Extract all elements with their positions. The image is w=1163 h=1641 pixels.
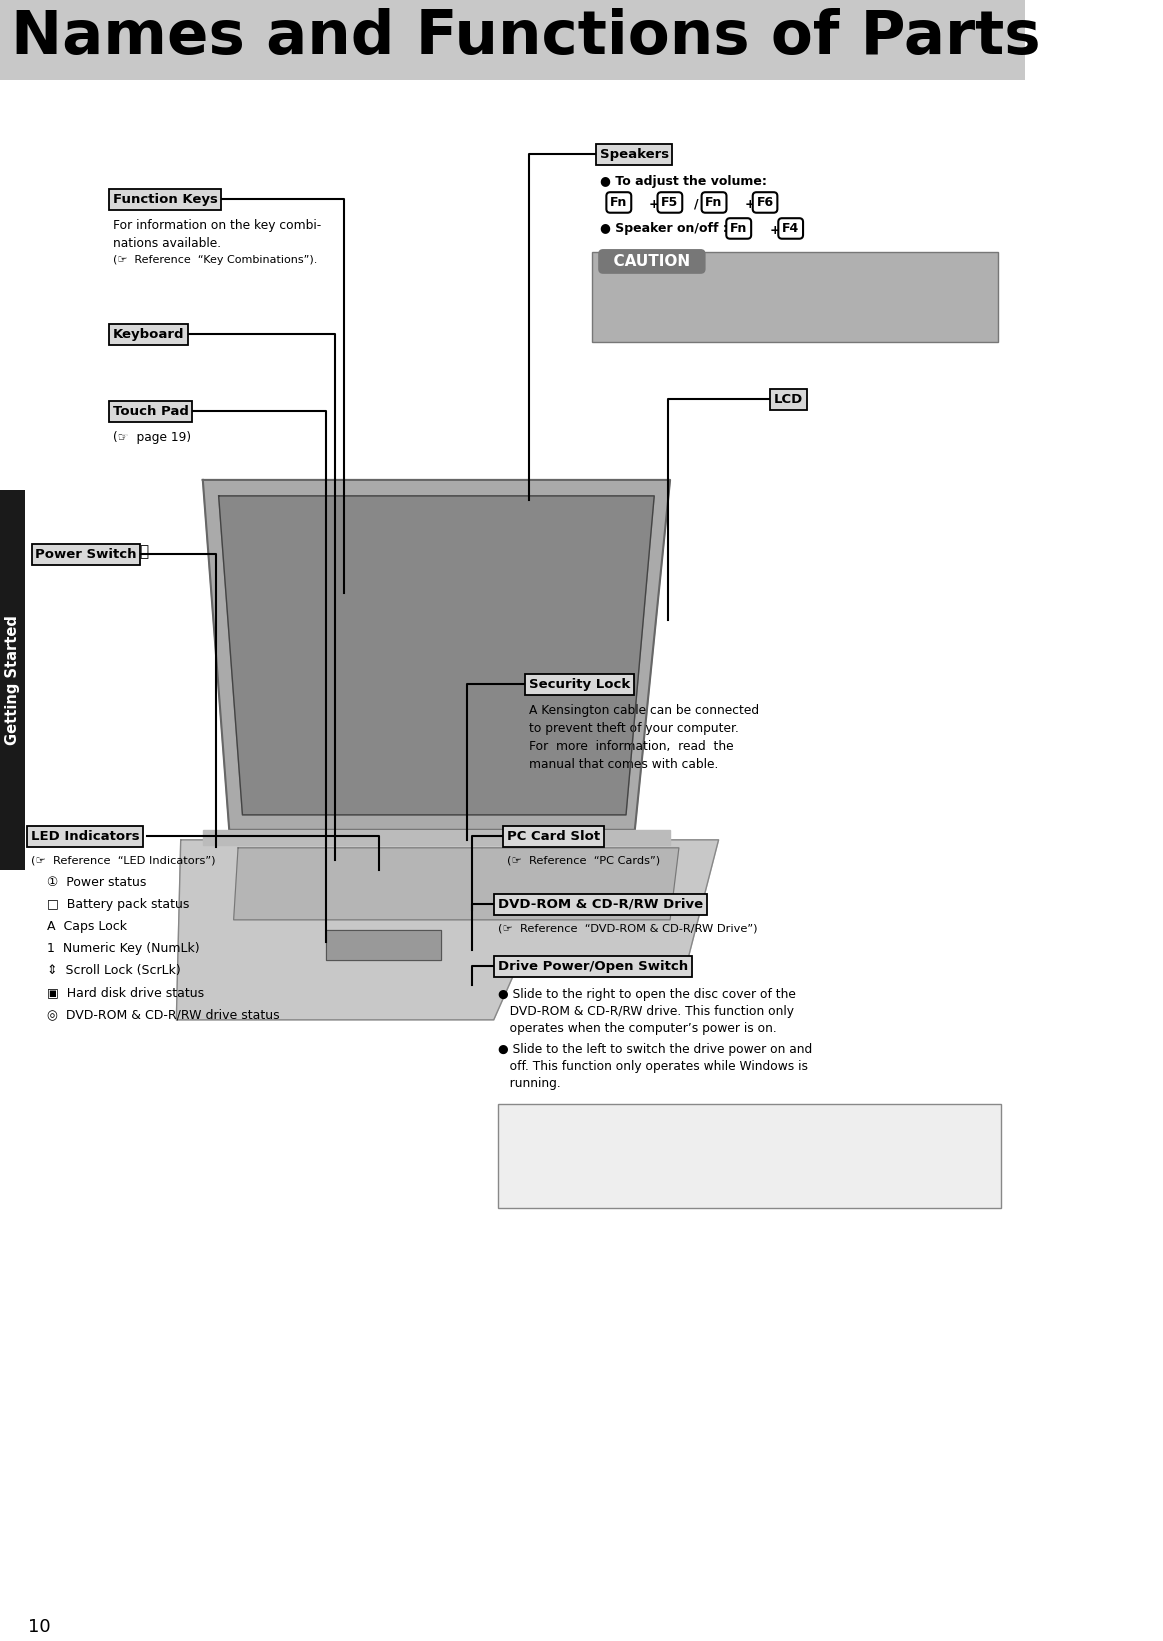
Text: ①  Power status: ① Power status (47, 876, 147, 889)
Text: operates when the computer’s power is on.: operates when the computer’s power is on… (498, 1022, 777, 1035)
Text: When using the drive for the first time, slide the: When using the drive for the first time,… (505, 1113, 801, 1124)
Text: DVD-ROM & CD-R/RW drive. This function only: DVD-ROM & CD-R/RW drive. This function o… (498, 1004, 794, 1017)
Text: ● To adjust the volume:: ● To adjust the volume: (600, 176, 766, 189)
Text: area.: area. (505, 1183, 536, 1196)
Text: Names and Functions of Parts: Names and Functions of Parts (10, 8, 1040, 67)
Text: ⇕  Scroll Lock (ScrLk): ⇕ Scroll Lock (ScrLk) (47, 963, 180, 976)
Text: CAUTION: CAUTION (604, 254, 700, 269)
Text: Security Lock: Security Lock (529, 678, 630, 691)
Text: For information on the key combi-: For information on the key combi- (113, 218, 321, 231)
Text: F5: F5 (662, 195, 678, 208)
Text: (☞  page 19): (☞ page 19) (113, 432, 191, 445)
Bar (498, 1104, 1000, 1208)
Text: +: + (770, 223, 780, 236)
Text: ● Slide to the left to switch the drive power on and: ● Slide to the left to switch the drive … (498, 1042, 813, 1055)
Text: running.: running. (498, 1076, 561, 1090)
Text: Getting Started: Getting Started (5, 615, 20, 745)
Text: Fn: Fn (730, 222, 748, 235)
Polygon shape (327, 930, 441, 960)
Text: F6: F6 (756, 195, 773, 208)
Polygon shape (234, 848, 679, 921)
Bar (592, 253, 998, 341)
Text: □  Battery pack status: □ Battery pack status (47, 898, 190, 911)
Text: Drive Power/Open Switch: Drive Power/Open Switch (498, 960, 688, 973)
Bar (0, 0, 1026, 80)
Text: ⏻: ⏻ (140, 543, 149, 560)
Text: disc cover after the computer has been powered: disc cover after the computer has been p… (505, 1147, 805, 1160)
Text: +: + (649, 199, 659, 212)
Text: dia to come near the speakers.: dia to come near the speakers. (600, 304, 830, 317)
Text: off. This function only operates while Windows is: off. This function only operates while W… (498, 1060, 808, 1073)
Text: A  Caps Lock: A Caps Lock (47, 921, 127, 932)
Text: Keyboard: Keyboard (113, 328, 185, 341)
Text: Touch Pad: Touch Pad (113, 405, 188, 418)
Text: Function Keys: Function Keys (113, 194, 217, 207)
Text: ◎  DVD-ROM & CD-R/RW drive status: ◎ DVD-ROM & CD-R/RW drive status (47, 1008, 279, 1021)
Text: 10: 10 (28, 1618, 51, 1636)
Polygon shape (202, 830, 670, 845)
Text: manual that comes with cable.: manual that comes with cable. (529, 758, 719, 771)
Text: (☞  Reference  “DVD-ROM & CD-R/RW Drive”): (☞ Reference “DVD-ROM & CD-R/RW Drive”) (498, 924, 757, 934)
Text: ● Slide to the right to open the disc cover of the: ● Slide to the right to open the disc co… (498, 988, 795, 1001)
Text: F4: F4 (782, 222, 799, 235)
Text: drive power/open switch to the right to open the: drive power/open switch to the right to … (505, 1129, 804, 1142)
Text: /: / (694, 199, 699, 212)
Polygon shape (177, 840, 719, 1019)
Text: (☞  Reference  “PC Cards”): (☞ Reference “PC Cards”) (507, 857, 661, 866)
Text: Fn: Fn (611, 195, 628, 208)
Text: LCD: LCD (775, 392, 804, 405)
Polygon shape (219, 496, 655, 816)
Text: A Kensington cable can be connected: A Kensington cable can be connected (529, 704, 759, 717)
Text: LED Indicators: LED Indicators (31, 830, 140, 843)
Text: PC Card Slot: PC Card Slot (507, 830, 600, 843)
Text: on, and remove the protective sheet from the lens: on, and remove the protective sheet from… (505, 1165, 815, 1178)
Text: 1  Numeric Key (NumLk): 1 Numeric Key (NumLk) (47, 942, 199, 955)
Text: +: + (744, 199, 755, 212)
Text: ▣  Hard disk drive status: ▣ Hard disk drive status (47, 986, 204, 999)
Text: (☞  Reference  “LED Indicators”): (☞ Reference “LED Indicators”) (31, 857, 215, 866)
Text: ● Do not allow metallic objects or magnetic me-: ● Do not allow metallic objects or magne… (600, 284, 936, 297)
Text: nations available.: nations available. (113, 236, 221, 249)
Text: Speakers: Speakers (600, 148, 669, 161)
Text: (☞  Reference  “Key Combinations”).: (☞ Reference “Key Combinations”). (113, 254, 317, 264)
Text: ● Speaker on/off :: ● Speaker on/off : (600, 222, 732, 235)
Text: Power Switch: Power Switch (35, 548, 137, 561)
Text: to prevent theft of your computer.: to prevent theft of your computer. (529, 722, 739, 735)
Text: For  more  information,  read  the: For more information, read the (529, 740, 734, 753)
Bar (0, 491, 24, 870)
Text: DVD-ROM & CD-R/RW Drive: DVD-ROM & CD-R/RW Drive (498, 898, 704, 911)
Text: Fn: Fn (705, 195, 722, 208)
Polygon shape (202, 479, 670, 830)
